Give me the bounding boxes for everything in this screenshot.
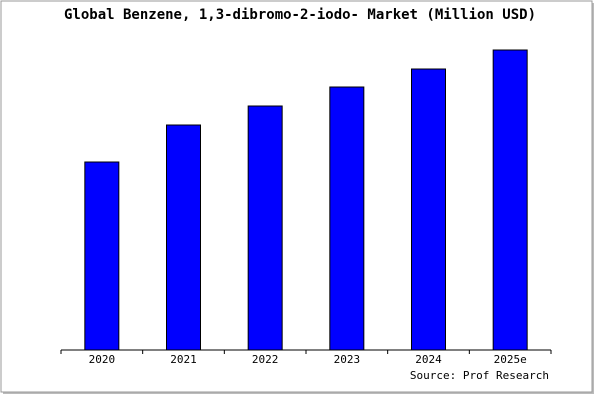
x-tick-label: 2025e — [494, 353, 527, 366]
bar — [84, 161, 120, 351]
bar — [411, 68, 446, 351]
bar — [247, 105, 283, 351]
chart-title: Global Benzene, 1,3-dibromo-2-iodo- Mark… — [64, 7, 536, 23]
x-tick-label: 2020 — [89, 353, 116, 366]
x-tick-label: 2022 — [252, 353, 279, 366]
x-tick-label: 2024 — [415, 353, 442, 366]
bar — [492, 49, 528, 351]
x-tick-label: 2023 — [334, 353, 361, 366]
bar — [166, 124, 201, 351]
source-note: Source: Prof Research — [410, 369, 549, 382]
x-tick-label: 2021 — [170, 353, 197, 366]
bar — [329, 86, 365, 351]
